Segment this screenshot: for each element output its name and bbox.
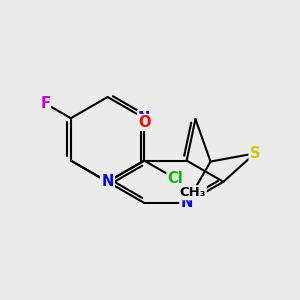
Text: N: N	[138, 111, 150, 126]
Text: F: F	[40, 96, 50, 111]
Text: Cl: Cl	[168, 171, 183, 186]
Text: N: N	[181, 196, 193, 211]
Text: O: O	[138, 115, 151, 130]
Text: S: S	[250, 146, 260, 161]
Text: N: N	[101, 174, 114, 189]
Text: N: N	[101, 174, 114, 189]
Text: CH₃: CH₃	[179, 186, 206, 199]
